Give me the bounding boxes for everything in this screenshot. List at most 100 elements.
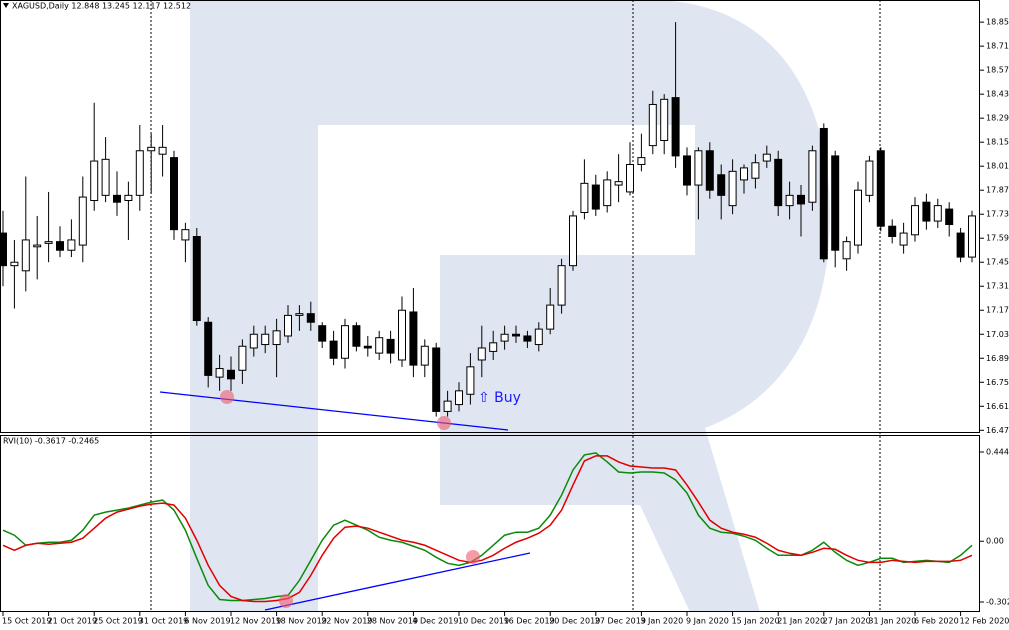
x-tick-label: 20 Dec 2019 xyxy=(549,617,600,626)
candle-body xyxy=(124,194,133,201)
y-tick-label: 17.730 xyxy=(986,210,1009,219)
candle-body xyxy=(534,328,543,346)
y-tick-label: 16.470 xyxy=(986,426,1009,435)
candle-body xyxy=(33,244,42,248)
candle-body xyxy=(819,127,828,260)
period-separators xyxy=(150,0,881,612)
candle-body xyxy=(808,150,817,203)
rvi-line xyxy=(2,452,973,602)
candle-body xyxy=(67,239,76,251)
y-tick-label: 16.750 xyxy=(986,378,1009,387)
x-tick-label: 12 Nov 2019 xyxy=(230,617,281,626)
x-tick-label: 12 Feb 2020 xyxy=(960,617,1009,626)
rvi-line xyxy=(2,455,973,603)
candle-body xyxy=(705,150,714,191)
title-icon xyxy=(3,3,9,8)
y-tick-label: 18.290 xyxy=(986,114,1009,123)
y-tick-label: -0.3026 xyxy=(986,598,1009,607)
x-tick-label: 27 Jan 2020 xyxy=(823,617,871,626)
x-tick-label: 16 Dec 2019 xyxy=(504,617,555,626)
x-tick-label: 25 Oct 2019 xyxy=(93,617,142,626)
candle-body xyxy=(637,157,646,165)
candle-body xyxy=(238,345,247,371)
candle-body xyxy=(614,181,623,186)
candle-body xyxy=(135,150,144,196)
candle-body xyxy=(10,261,19,267)
candle-body xyxy=(751,162,760,179)
x-tick-label: 3 Jan 2020 xyxy=(640,617,683,626)
candle-body xyxy=(113,194,121,203)
candle-body xyxy=(945,208,954,226)
candle-body xyxy=(363,345,372,349)
candle-body xyxy=(569,215,577,267)
candle-body xyxy=(797,194,805,205)
candle-body xyxy=(717,174,726,196)
x-tick-label: 15 Oct 2019 xyxy=(2,617,51,626)
candle-body xyxy=(523,335,532,342)
candle-body xyxy=(603,179,612,207)
y-tick-label: 18.710 xyxy=(986,42,1009,51)
candle-body xyxy=(671,97,680,157)
candle-body xyxy=(774,158,783,207)
candle-body xyxy=(249,333,258,349)
candle-body xyxy=(740,167,748,181)
candle-body xyxy=(192,236,201,322)
candle-body xyxy=(284,314,292,337)
y-tick-label: 18.150 xyxy=(986,138,1009,147)
divergence-point xyxy=(220,390,234,404)
y-tick-label: 0.4445 xyxy=(986,448,1009,457)
y-tick-label: 17.450 xyxy=(986,258,1009,267)
candle-body xyxy=(546,304,555,330)
divergence-point xyxy=(466,550,480,564)
divergence-point xyxy=(279,594,293,608)
candle-body xyxy=(227,369,235,380)
candle-body xyxy=(466,366,475,395)
candle-body xyxy=(443,400,452,412)
y-tick-label: 17.590 xyxy=(986,234,1009,243)
candle-body xyxy=(854,189,862,246)
y-tick-label: 18.010 xyxy=(986,162,1009,171)
candle-body xyxy=(261,333,270,346)
candle-body xyxy=(626,163,634,193)
x-tick-label: 31 Oct 2019 xyxy=(139,617,188,626)
candle-body xyxy=(21,239,30,272)
candle-body xyxy=(158,146,167,155)
x-tick-label: 9 Jan 2020 xyxy=(686,617,729,626)
y-tick-label: 18.430 xyxy=(986,90,1009,99)
candle-body xyxy=(420,345,429,366)
candle-body xyxy=(352,325,361,347)
x-tick-label: 6 Feb 2020 xyxy=(914,617,959,626)
x-tick-label: 31 Jan 2020 xyxy=(868,617,916,626)
candle-body xyxy=(591,184,600,210)
trend-annotations: ⇧ Buy xyxy=(159,390,531,611)
candle-body xyxy=(865,160,874,196)
price-pane-title: XAGUSD,Daily 12.848 13.245 12.117 12.512 xyxy=(12,2,191,11)
candle-body xyxy=(318,325,327,342)
candle-body xyxy=(455,390,463,406)
y-tick-label: 16.890 xyxy=(986,354,1009,363)
rvi-pane-title: RVI(10) -0.3617 -0.2465 xyxy=(3,437,99,446)
candle-body xyxy=(968,215,976,258)
candle-body xyxy=(295,313,304,316)
candle-body xyxy=(306,313,315,323)
candle-body xyxy=(557,265,566,306)
buy-annotation: ⇧ Buy xyxy=(478,390,521,406)
divergence-point xyxy=(437,416,451,430)
candle-body xyxy=(409,311,418,366)
candle-body xyxy=(728,170,737,207)
x-tick-label: 18 Nov 2019 xyxy=(276,617,327,626)
rvi-pane-frame xyxy=(0,435,980,612)
x-tick-label: 6 Nov 2019 xyxy=(184,617,230,626)
candle-body xyxy=(922,201,931,222)
candle-body xyxy=(386,338,395,354)
candle-body xyxy=(204,321,213,376)
y-tick-label: 17.310 xyxy=(986,282,1009,291)
candle-body xyxy=(831,155,840,251)
candle-body xyxy=(477,347,486,361)
candle-body xyxy=(876,150,885,227)
candle-body xyxy=(0,232,7,267)
candle-body xyxy=(580,182,589,213)
plot-layer xyxy=(0,22,976,603)
candle-body xyxy=(888,225,897,238)
